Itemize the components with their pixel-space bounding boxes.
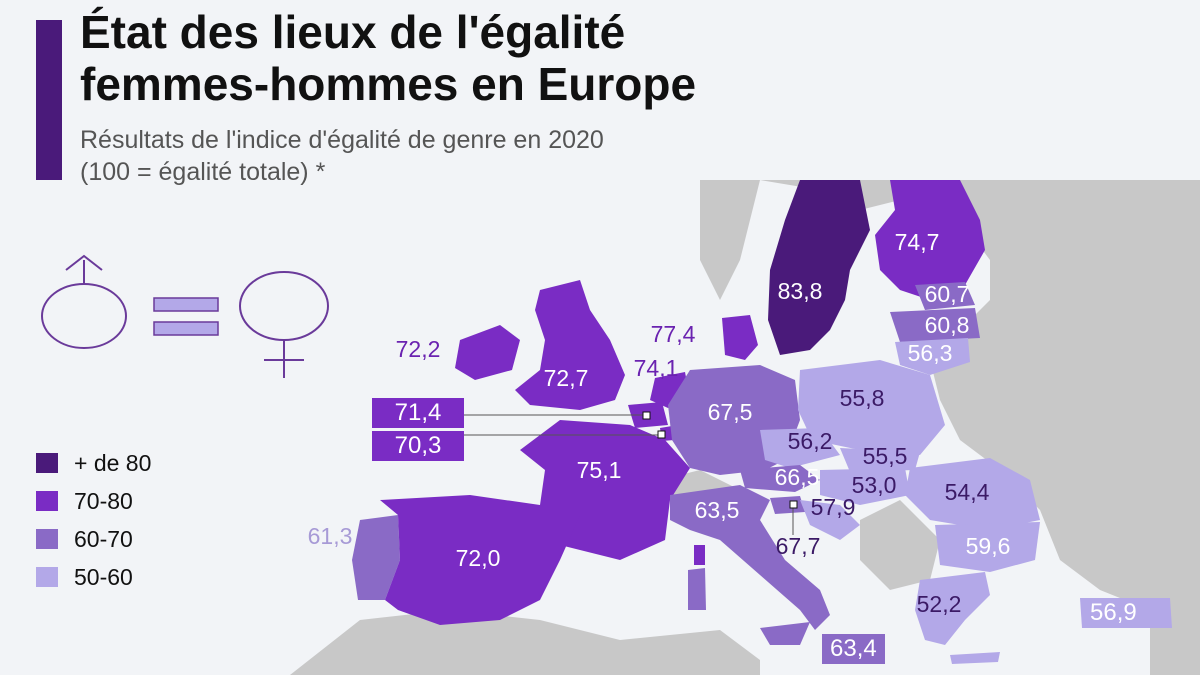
greece xyxy=(915,572,990,645)
france-value: 75,1 xyxy=(576,457,622,483)
legend-item: 60-70 xyxy=(36,520,151,558)
legend-label: + de 80 xyxy=(74,449,152,476)
belgium-marker xyxy=(642,411,651,420)
legend-item: 70-80 xyxy=(36,482,151,520)
estonia-value: 60,7 xyxy=(924,281,970,307)
greece-value: 52,2 xyxy=(916,591,962,617)
crete xyxy=(950,652,1000,664)
poland xyxy=(798,360,945,455)
lithuania xyxy=(895,338,970,375)
equals-sign-icon xyxy=(153,297,219,336)
slovenia xyxy=(770,496,805,514)
non-eu-land xyxy=(290,180,1200,675)
luxembourg-marker xyxy=(657,430,666,439)
bulgaria xyxy=(935,522,1040,572)
italy-value: 63,5 xyxy=(694,497,740,523)
slovakia xyxy=(840,448,920,472)
netherlands-value: 74,1 xyxy=(633,355,679,381)
estonia xyxy=(915,282,975,310)
legend-label: 70-80 xyxy=(74,487,133,514)
denmark-value: 77,4 xyxy=(650,321,696,347)
sardinia xyxy=(688,568,706,610)
legend-swatch xyxy=(36,453,58,473)
finland-value: 74,7 xyxy=(894,229,940,255)
ireland xyxy=(455,325,520,380)
title-accent-bar xyxy=(36,20,62,180)
legend-item: 50-60 xyxy=(36,558,151,596)
legend-item: + de 80 xyxy=(36,444,151,482)
legend-label: 50-60 xyxy=(74,563,133,590)
cyprus-value-box: 56,9 xyxy=(1082,598,1145,628)
denmark xyxy=(722,315,758,360)
czechia-value: 56,2 xyxy=(787,428,833,454)
uk-value: 72,7 xyxy=(543,365,589,391)
legend-label: 60-70 xyxy=(74,525,133,552)
uk xyxy=(515,280,625,410)
legend-swatch xyxy=(36,491,58,511)
slovenia-value: 67,7 xyxy=(775,533,821,559)
poland-value: 55,8 xyxy=(839,385,885,411)
gender-equality-illustration xyxy=(41,254,329,378)
spain-value: 72,0 xyxy=(455,545,501,571)
hungary xyxy=(820,468,910,505)
czechia xyxy=(760,428,840,468)
slovakia-value: 55,5 xyxy=(862,443,908,469)
finland xyxy=(875,180,985,300)
subtitle-line-2: (100 = égalité totale) * xyxy=(80,158,326,186)
legend: + de 80 70-80 60-70 50-60 xyxy=(36,444,151,596)
croatia xyxy=(800,500,860,540)
sweden-value: 83,8 xyxy=(777,278,823,304)
legend-swatch xyxy=(36,529,58,549)
sicily xyxy=(760,622,810,645)
latvia-value: 60,8 xyxy=(924,312,970,338)
germany-value: 67,5 xyxy=(707,399,753,425)
lithuania-value: 56,3 xyxy=(907,340,953,366)
luxembourg-value-box: 70,3 xyxy=(372,431,464,461)
portugal xyxy=(352,515,400,600)
subtitle: Résultats de l'indice d'égalité de genre… xyxy=(80,124,980,188)
croatia-value: 57,9 xyxy=(810,494,856,520)
austria xyxy=(740,465,820,492)
corsica xyxy=(694,545,705,565)
bulgaria-value: 59,6 xyxy=(965,533,1011,559)
malta-value-box: 63,4 xyxy=(822,634,885,664)
sweden xyxy=(768,180,870,355)
spain xyxy=(380,495,580,625)
title-line-2: femmes-hommes en Europe xyxy=(80,58,697,110)
title-line-1: État des lieux de l'égalité xyxy=(80,6,626,58)
slovenia-marker xyxy=(789,500,798,509)
latvia xyxy=(890,308,980,342)
legend-swatch xyxy=(36,567,58,587)
belgium-value-box: 71,4 xyxy=(372,398,464,428)
portugal-value: 61,3 xyxy=(307,523,353,549)
page-title: État des lieux de l'égalité femmes-homme… xyxy=(80,6,1180,110)
male-symbol-icon xyxy=(41,254,127,349)
romania-value: 54,4 xyxy=(944,479,990,505)
hungary-value: 53,0 xyxy=(851,472,897,498)
italy xyxy=(670,485,830,630)
ireland-value: 72,2 xyxy=(395,336,441,362)
romania xyxy=(905,458,1040,530)
female-symbol-icon xyxy=(239,271,329,378)
subtitle-line-1: Résultats de l'indice d'égalité de genre… xyxy=(80,126,604,154)
austria-value: 66,5 xyxy=(774,464,820,490)
